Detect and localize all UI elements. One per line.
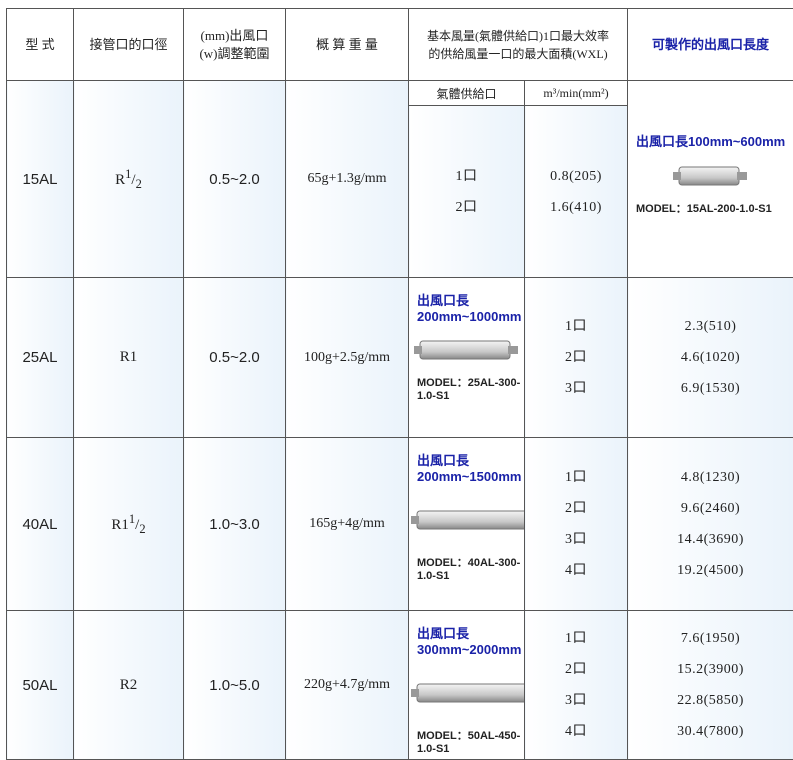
- product-drawing: [409, 499, 524, 539]
- flow-cell: 7.6(1950)15.2(3900)22.8(5850)30.4(7800): [628, 611, 793, 760]
- port: 4口: [525, 555, 627, 586]
- sub-header: m³/min(mm²): [525, 81, 628, 106]
- product-cell: 出風口長300mm~2000mm MODEL：50AL-450-1.0-S1: [409, 611, 525, 760]
- flow: 15.2(3900): [628, 654, 793, 685]
- weight-cell: 65g+1.3g/mm: [286, 81, 409, 278]
- flow: 4.8(1230): [628, 462, 793, 493]
- pipe-main: R1: [120, 349, 138, 365]
- product-drawing: [671, 155, 751, 195]
- product-image: [628, 150, 793, 200]
- flow: 4.6(1020): [628, 342, 793, 373]
- length-title: 出風口長300mm~2000mm: [409, 623, 524, 657]
- port: 2口: [525, 654, 627, 685]
- port: 2口: [409, 192, 524, 223]
- port: 2口: [525, 493, 627, 524]
- model-number: MODEL：15AL-200-1.0-S1: [628, 200, 793, 216]
- port: 3口: [525, 373, 627, 404]
- header-row: 型 式接管口的口徑(mm)出風口(w)調整範圍概 算 重 量基本風量(氣體供給口…: [7, 9, 793, 81]
- model-number: MODEL：25AL-300-1.0-S1: [409, 374, 524, 402]
- spec-table: 型 式接管口的口徑(mm)出風口(w)調整範圍概 算 重 量基本風量(氣體供給口…: [6, 8, 793, 760]
- header-line: 的供給風量一口的最大面積(WXL): [409, 45, 627, 63]
- flow: 30.4(7800): [628, 716, 793, 747]
- flow-cell: 0.8(205)1.6(410): [525, 106, 628, 278]
- pipe-main: R2: [120, 677, 138, 693]
- pipe-cell: R1: [74, 278, 184, 438]
- header-cell: 接管口的口徑: [74, 9, 184, 81]
- range-cell: 0.5~2.0: [184, 278, 286, 438]
- header-cell: 概 算 重 量: [286, 9, 409, 81]
- flow-cell: 4.8(1230)9.6(2460)14.4(3690)19.2(4500): [628, 438, 793, 611]
- flow: 6.9(1530): [628, 373, 793, 404]
- pipe-cell: R2: [74, 611, 184, 760]
- product-image: [409, 484, 524, 554]
- flow: 1.6(410): [525, 192, 627, 223]
- flow: 14.4(3690): [628, 524, 793, 555]
- product-drawing: [412, 329, 522, 369]
- pipe-main: R1: [111, 517, 129, 533]
- port: 1口: [409, 161, 524, 192]
- range-cell: 1.0~5.0: [184, 611, 286, 760]
- port: 1口: [525, 623, 627, 654]
- model-number: MODEL：50AL-450-1.0-S1: [409, 727, 524, 755]
- header-line: (w)調整範圍: [184, 45, 285, 63]
- model-cell: 15AL: [7, 81, 74, 278]
- port: 3口: [525, 524, 627, 555]
- flow-cell: 2.3(510)4.6(1020)6.9(1530): [628, 278, 793, 438]
- pipe-cell: R11/2: [74, 438, 184, 611]
- header-cell: 型 式: [7, 9, 74, 81]
- flow: 9.6(2460): [628, 493, 793, 524]
- port: 2口: [525, 342, 627, 373]
- header-line: 基本風量(氣體供給口)1口最大效率: [409, 27, 627, 45]
- header-cell: (mm)出風口(w)調整範圍: [184, 9, 286, 81]
- header-cell: 可製作的出風口長度: [628, 9, 793, 81]
- product-cell: 出風口長200mm~1500mm MODEL：40AL-300-1.0-S1: [409, 438, 525, 611]
- length-title: 出風口長100mm~600mm: [628, 131, 793, 150]
- product-cell: 出風口長100mm~600mm MODEL：15AL-200-1.0-S1: [628, 81, 793, 278]
- port: 3口: [525, 685, 627, 716]
- length-title: 出風口長200mm~1000mm: [409, 290, 524, 324]
- range-cell: 0.5~2.0: [184, 81, 286, 278]
- weight-cell: 220g+4.7g/mm: [286, 611, 409, 760]
- port: 1口: [525, 311, 627, 342]
- pipe-cell: R1/2: [74, 81, 184, 278]
- product-cell: 出風口長200mm~1000mm MODEL：25AL-300-1.0-S1: [409, 278, 525, 438]
- flow: 2.3(510): [628, 311, 793, 342]
- flow: 19.2(4500): [628, 555, 793, 586]
- weight-cell: 165g+4g/mm: [286, 438, 409, 611]
- sub-header: 氣體供給口: [409, 81, 525, 106]
- port: 4口: [525, 716, 627, 747]
- pipe-main: R: [115, 172, 125, 188]
- flow: 0.8(205): [525, 161, 627, 192]
- pipe-den: 2: [136, 177, 142, 191]
- header-line: (mm)出風口: [184, 27, 285, 45]
- model-cell: 50AL: [7, 611, 74, 760]
- table-body: 型 式接管口的口徑(mm)出風口(w)調整範圍概 算 重 量基本風量(氣體供給口…: [7, 9, 793, 760]
- page: 型 式接管口的口徑(mm)出風口(w)調整範圍概 算 重 量基本風量(氣體供給口…: [6, 8, 793, 760]
- header-cell: 基本風量(氣體供給口)1口最大效率的供給風量一口的最大面積(WXL): [409, 9, 628, 81]
- model-number: MODEL：40AL-300-1.0-S1: [409, 554, 524, 582]
- weight-cell: 100g+2.5g/mm: [286, 278, 409, 438]
- range-cell: 1.0~3.0: [184, 438, 286, 611]
- product-drawing: [409, 672, 524, 712]
- length-title: 出風口長200mm~1500mm: [409, 450, 524, 484]
- flow: 7.6(1950): [628, 623, 793, 654]
- product-image: [409, 324, 524, 374]
- flow: 22.8(5850): [628, 685, 793, 716]
- pipe-den: 2: [139, 522, 145, 536]
- product-image: [409, 657, 524, 727]
- model-cell: 40AL: [7, 438, 74, 611]
- port: 1口: [525, 462, 627, 493]
- model-cell: 25AL: [7, 278, 74, 438]
